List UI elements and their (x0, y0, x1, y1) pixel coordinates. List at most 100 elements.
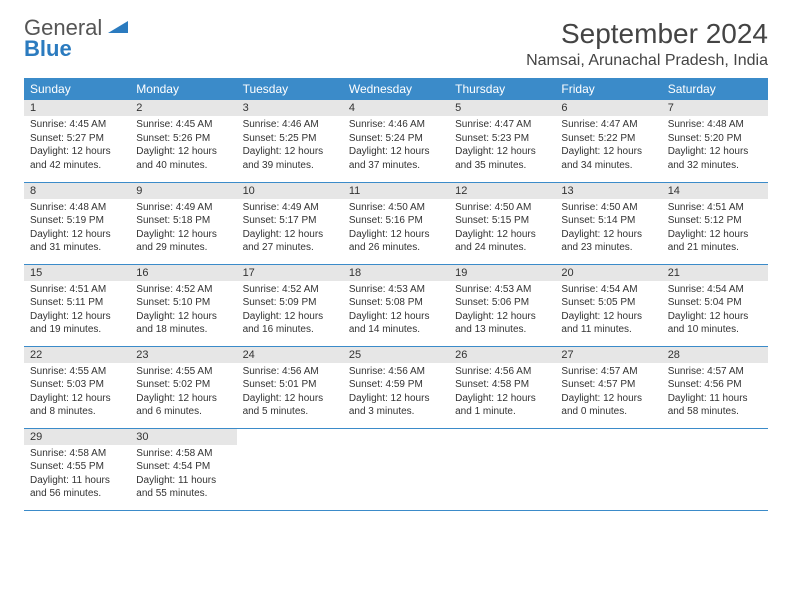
day-number: 15 (24, 265, 130, 281)
day-number: 25 (343, 347, 449, 363)
daylight-text: Daylight: 12 hours and 18 minutes. (136, 310, 230, 337)
day-content: Sunrise: 4:50 AMSunset: 5:15 PMDaylight:… (449, 199, 555, 259)
sunset-text: Sunset: 5:01 PM (243, 378, 337, 392)
daylight-text: Daylight: 12 hours and 21 minutes. (668, 228, 762, 255)
calendar-cell: 6Sunrise: 4:47 AMSunset: 5:22 PMDaylight… (555, 100, 661, 182)
daylight-text: Daylight: 12 hours and 5 minutes. (243, 392, 337, 419)
day-number: 27 (555, 347, 661, 363)
day-header-row: Sunday Monday Tuesday Wednesday Thursday… (24, 78, 768, 100)
calendar-cell: 11Sunrise: 4:50 AMSunset: 5:16 PMDayligh… (343, 182, 449, 264)
sunrise-text: Sunrise: 4:50 AM (561, 201, 655, 215)
day-content: Sunrise: 4:57 AMSunset: 4:57 PMDaylight:… (555, 363, 661, 423)
day-header: Tuesday (237, 78, 343, 100)
daylight-text: Daylight: 12 hours and 31 minutes. (30, 228, 124, 255)
sunrise-text: Sunrise: 4:48 AM (668, 118, 762, 132)
day-header: Monday (130, 78, 236, 100)
sunset-text: Sunset: 5:26 PM (136, 132, 230, 146)
calendar-row: 22Sunrise: 4:55 AMSunset: 5:03 PMDayligh… (24, 346, 768, 428)
location: Namsai, Arunachal Pradesh, India (526, 52, 768, 70)
daylight-text: Daylight: 12 hours and 29 minutes. (136, 228, 230, 255)
day-content: Sunrise: 4:57 AMSunset: 4:56 PMDaylight:… (662, 363, 768, 423)
calendar-cell: 28Sunrise: 4:57 AMSunset: 4:56 PMDayligh… (662, 346, 768, 428)
day-number: 24 (237, 347, 343, 363)
daylight-text: Daylight: 12 hours and 34 minutes. (561, 145, 655, 172)
day-content: Sunrise: 4:46 AMSunset: 5:24 PMDaylight:… (343, 116, 449, 176)
day-content: Sunrise: 4:55 AMSunset: 5:03 PMDaylight:… (24, 363, 130, 423)
daylight-text: Daylight: 12 hours and 8 minutes. (30, 392, 124, 419)
calendar-row: 29Sunrise: 4:58 AMSunset: 4:55 PMDayligh… (24, 428, 768, 510)
sunset-text: Sunset: 5:27 PM (30, 132, 124, 146)
day-content: Sunrise: 4:47 AMSunset: 5:22 PMDaylight:… (555, 116, 661, 176)
day-content: Sunrise: 4:48 AMSunset: 5:19 PMDaylight:… (24, 199, 130, 259)
calendar-cell: 21Sunrise: 4:54 AMSunset: 5:04 PMDayligh… (662, 264, 768, 346)
sunrise-text: Sunrise: 4:53 AM (349, 283, 443, 297)
calendar-row: 15Sunrise: 4:51 AMSunset: 5:11 PMDayligh… (24, 264, 768, 346)
day-number: 11 (343, 183, 449, 199)
daylight-text: Daylight: 12 hours and 11 minutes. (561, 310, 655, 337)
sunrise-text: Sunrise: 4:51 AM (668, 201, 762, 215)
day-number: 17 (237, 265, 343, 281)
day-content: Sunrise: 4:49 AMSunset: 5:18 PMDaylight:… (130, 199, 236, 259)
day-number: 30 (130, 429, 236, 445)
daylight-text: Daylight: 12 hours and 3 minutes. (349, 392, 443, 419)
logo-line2: Blue (24, 36, 72, 61)
sunset-text: Sunset: 5:17 PM (243, 214, 337, 228)
sunrise-text: Sunrise: 4:51 AM (30, 283, 124, 297)
day-content: Sunrise: 4:50 AMSunset: 5:16 PMDaylight:… (343, 199, 449, 259)
day-content: Sunrise: 4:45 AMSunset: 5:27 PMDaylight:… (24, 116, 130, 176)
sunrise-text: Sunrise: 4:49 AM (136, 201, 230, 215)
sunset-text: Sunset: 4:57 PM (561, 378, 655, 392)
day-number: 21 (662, 265, 768, 281)
sunset-text: Sunset: 5:19 PM (30, 214, 124, 228)
day-content: Sunrise: 4:56 AMSunset: 4:59 PMDaylight:… (343, 363, 449, 423)
day-number: 22 (24, 347, 130, 363)
day-number: 6 (555, 100, 661, 116)
calendar-cell: 14Sunrise: 4:51 AMSunset: 5:12 PMDayligh… (662, 182, 768, 264)
calendar-cell: 29Sunrise: 4:58 AMSunset: 4:55 PMDayligh… (24, 428, 130, 510)
sunset-text: Sunset: 5:22 PM (561, 132, 655, 146)
calendar-cell: 9Sunrise: 4:49 AMSunset: 5:18 PMDaylight… (130, 182, 236, 264)
day-content: Sunrise: 4:48 AMSunset: 5:20 PMDaylight:… (662, 116, 768, 176)
day-content: Sunrise: 4:56 AMSunset: 4:58 PMDaylight:… (449, 363, 555, 423)
day-number: 16 (130, 265, 236, 281)
sunrise-text: Sunrise: 4:50 AM (455, 201, 549, 215)
day-content: Sunrise: 4:52 AMSunset: 5:09 PMDaylight:… (237, 281, 343, 341)
day-number: 26 (449, 347, 555, 363)
sunrise-text: Sunrise: 4:58 AM (136, 447, 230, 461)
day-content: Sunrise: 4:58 AMSunset: 4:55 PMDaylight:… (24, 445, 130, 505)
day-content: Sunrise: 4:50 AMSunset: 5:14 PMDaylight:… (555, 199, 661, 259)
calendar-cell (237, 428, 343, 510)
month-title: September 2024 (526, 18, 768, 50)
calendar-cell: 12Sunrise: 4:50 AMSunset: 5:15 PMDayligh… (449, 182, 555, 264)
day-content: Sunrise: 4:49 AMSunset: 5:17 PMDaylight:… (237, 199, 343, 259)
day-number: 29 (24, 429, 130, 445)
day-content: Sunrise: 4:51 AMSunset: 5:12 PMDaylight:… (662, 199, 768, 259)
calendar-cell (555, 428, 661, 510)
daylight-text: Daylight: 12 hours and 42 minutes. (30, 145, 124, 172)
sunset-text: Sunset: 4:56 PM (668, 378, 762, 392)
sunset-text: Sunset: 5:02 PM (136, 378, 230, 392)
day-number: 9 (130, 183, 236, 199)
day-content: Sunrise: 4:45 AMSunset: 5:26 PMDaylight:… (130, 116, 236, 176)
sunset-text: Sunset: 5:15 PM (455, 214, 549, 228)
day-content: Sunrise: 4:55 AMSunset: 5:02 PMDaylight:… (130, 363, 236, 423)
sunrise-text: Sunrise: 4:45 AM (30, 118, 124, 132)
calendar-cell (343, 428, 449, 510)
calendar-cell: 5Sunrise: 4:47 AMSunset: 5:23 PMDaylight… (449, 100, 555, 182)
calendar-cell (449, 428, 555, 510)
sunset-text: Sunset: 5:14 PM (561, 214, 655, 228)
daylight-text: Daylight: 12 hours and 16 minutes. (243, 310, 337, 337)
daylight-text: Daylight: 12 hours and 14 minutes. (349, 310, 443, 337)
daylight-text: Daylight: 12 hours and 1 minute. (455, 392, 549, 419)
sunrise-text: Sunrise: 4:52 AM (243, 283, 337, 297)
calendar-cell: 15Sunrise: 4:51 AMSunset: 5:11 PMDayligh… (24, 264, 130, 346)
sunrise-text: Sunrise: 4:47 AM (455, 118, 549, 132)
daylight-text: Daylight: 12 hours and 6 minutes. (136, 392, 230, 419)
daylight-text: Daylight: 12 hours and 40 minutes. (136, 145, 230, 172)
calendar-row: 1Sunrise: 4:45 AMSunset: 5:27 PMDaylight… (24, 100, 768, 182)
calendar-cell: 26Sunrise: 4:56 AMSunset: 4:58 PMDayligh… (449, 346, 555, 428)
sunset-text: Sunset: 5:04 PM (668, 296, 762, 310)
day-content: Sunrise: 4:51 AMSunset: 5:11 PMDaylight:… (24, 281, 130, 341)
day-number: 8 (24, 183, 130, 199)
sunrise-text: Sunrise: 4:53 AM (455, 283, 549, 297)
